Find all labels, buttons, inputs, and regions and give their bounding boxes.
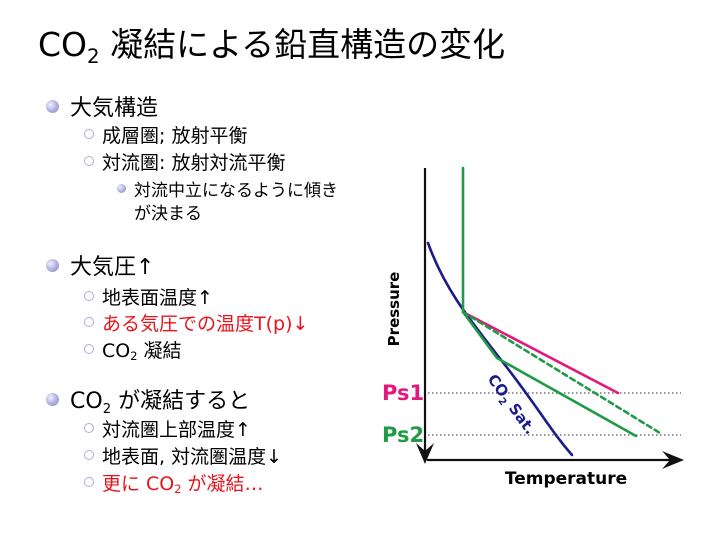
list-item-text: 地表面, 対流圏温度↓ bbox=[102, 445, 282, 468]
text-subscript: 2 bbox=[174, 482, 182, 497]
temperature-axis-arrow-icon bbox=[662, 451, 684, 469]
bullet-disc-icon bbox=[46, 392, 59, 406]
list-item-text: 地表面温度↑ bbox=[102, 286, 213, 309]
text-post: 凝結 bbox=[137, 339, 182, 362]
text-subscript: 2 bbox=[102, 401, 112, 417]
title-subscript: 2 bbox=[87, 44, 100, 68]
list-item-text: 成層圏; 放射平衡 bbox=[102, 124, 248, 147]
list-item: 地表面, 対流圏温度↓ bbox=[84, 444, 282, 468]
section-pressure-up: 大気圧↑ bbox=[46, 252, 155, 280]
list-item: 対流圏上部温度↑ bbox=[84, 417, 251, 441]
bullet-ring-icon bbox=[84, 156, 94, 166]
section-co2-condensation: CO2 が凝結すると bbox=[46, 383, 251, 417]
detail-item-text: 対流中立になるように傾き bbox=[134, 180, 338, 201]
bullet-disc-icon bbox=[46, 99, 59, 113]
pressure-axis-arrow-icon bbox=[416, 443, 434, 464]
curve-label-pre: CO bbox=[484, 371, 513, 401]
text-pre: 更に CO bbox=[102, 472, 175, 495]
ps1-label: Ps1 bbox=[382, 381, 424, 405]
text-post: が凝結すると bbox=[111, 389, 251, 414]
list-item-text: 対流圏: 放射対流平衡 bbox=[102, 151, 286, 174]
bullet-ring-icon bbox=[84, 450, 94, 460]
section-heading: 大気構造 bbox=[70, 96, 159, 121]
pressure-temperature-diagram: Pressure Temperature Ps1 Ps2 CO2 Sat. bbox=[382, 166, 684, 489]
detail-item-continuation: が決まる bbox=[134, 201, 202, 224]
bullet-ring-icon bbox=[84, 129, 94, 139]
detail-item: 対流中立になるように傾き bbox=[117, 178, 338, 201]
section-heading: 大気圧↑ bbox=[70, 255, 155, 280]
bullet-ring-icon bbox=[84, 291, 94, 301]
section-atmosphere-structure: 大気構造 bbox=[46, 93, 159, 121]
bullet-ring-icon bbox=[84, 344, 94, 354]
list-item-highlight: 更に CO2 が凝結… bbox=[84, 469, 264, 497]
bullet-ring-icon bbox=[84, 423, 94, 433]
list-item-text: 更に CO2 が凝結… bbox=[102, 469, 264, 497]
bullet-ring-icon bbox=[84, 477, 94, 487]
co2-saturation-label: CO2 Sat. bbox=[481, 371, 539, 440]
list-item-highlight: ある気圧での温度T(p)↓ bbox=[84, 311, 309, 335]
dry-adiabat-dashed-profile bbox=[461, 310, 662, 435]
text-post: が凝結… bbox=[181, 472, 264, 495]
slide-title: CO2 凝結による鉛直構造の変化 bbox=[38, 22, 505, 73]
ps2-troposphere-profile bbox=[461, 310, 638, 438]
text-pre: CO bbox=[102, 339, 131, 362]
ps2-label: Ps2 bbox=[382, 423, 424, 447]
section-heading: CO2 が凝結すると bbox=[70, 383, 251, 417]
list-item: CO2 凝結 bbox=[84, 336, 182, 364]
co2-saturation-curve bbox=[426, 241, 574, 457]
list-item: 成層圏; 放射平衡 bbox=[84, 123, 248, 147]
pressure-axis-label: Pressure bbox=[385, 272, 403, 347]
detail-item-text: が決まる bbox=[134, 203, 202, 224]
list-item-text: ある気圧での温度T(p)↓ bbox=[102, 312, 309, 335]
bullet-dot-icon bbox=[117, 183, 126, 193]
text-subscript: 2 bbox=[130, 349, 138, 364]
text-pre: CO bbox=[70, 389, 103, 414]
temperature-axis-label: Temperature bbox=[505, 469, 627, 489]
title-text-post: 凝結による鉛直構造の変化 bbox=[99, 25, 506, 64]
bullet-disc-icon bbox=[46, 258, 59, 272]
list-item-text: CO2 凝結 bbox=[102, 336, 182, 364]
list-item: 地表面温度↑ bbox=[84, 285, 213, 309]
title-text-pre: CO bbox=[38, 25, 88, 64]
bullet-ring-icon bbox=[84, 317, 94, 327]
list-item-text: 対流圏上部温度↑ bbox=[102, 418, 251, 441]
ps1-troposphere-profile bbox=[461, 310, 620, 395]
list-item: 対流圏: 放射対流平衡 bbox=[84, 150, 286, 174]
